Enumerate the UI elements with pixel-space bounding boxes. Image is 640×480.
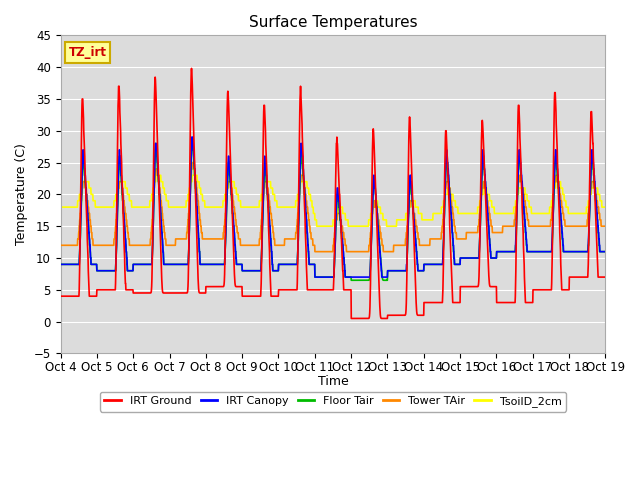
Y-axis label: Temperature (C): Temperature (C) [15,144,28,245]
Legend: IRT Ground, IRT Canopy, Floor Tair, Tower TAir, TsoilD_2cm: IRT Ground, IRT Canopy, Floor Tair, Towe… [100,392,566,411]
X-axis label: Time: Time [317,375,348,388]
Text: TZ_irt: TZ_irt [68,46,107,59]
Title: Surface Temperatures: Surface Temperatures [249,15,417,30]
